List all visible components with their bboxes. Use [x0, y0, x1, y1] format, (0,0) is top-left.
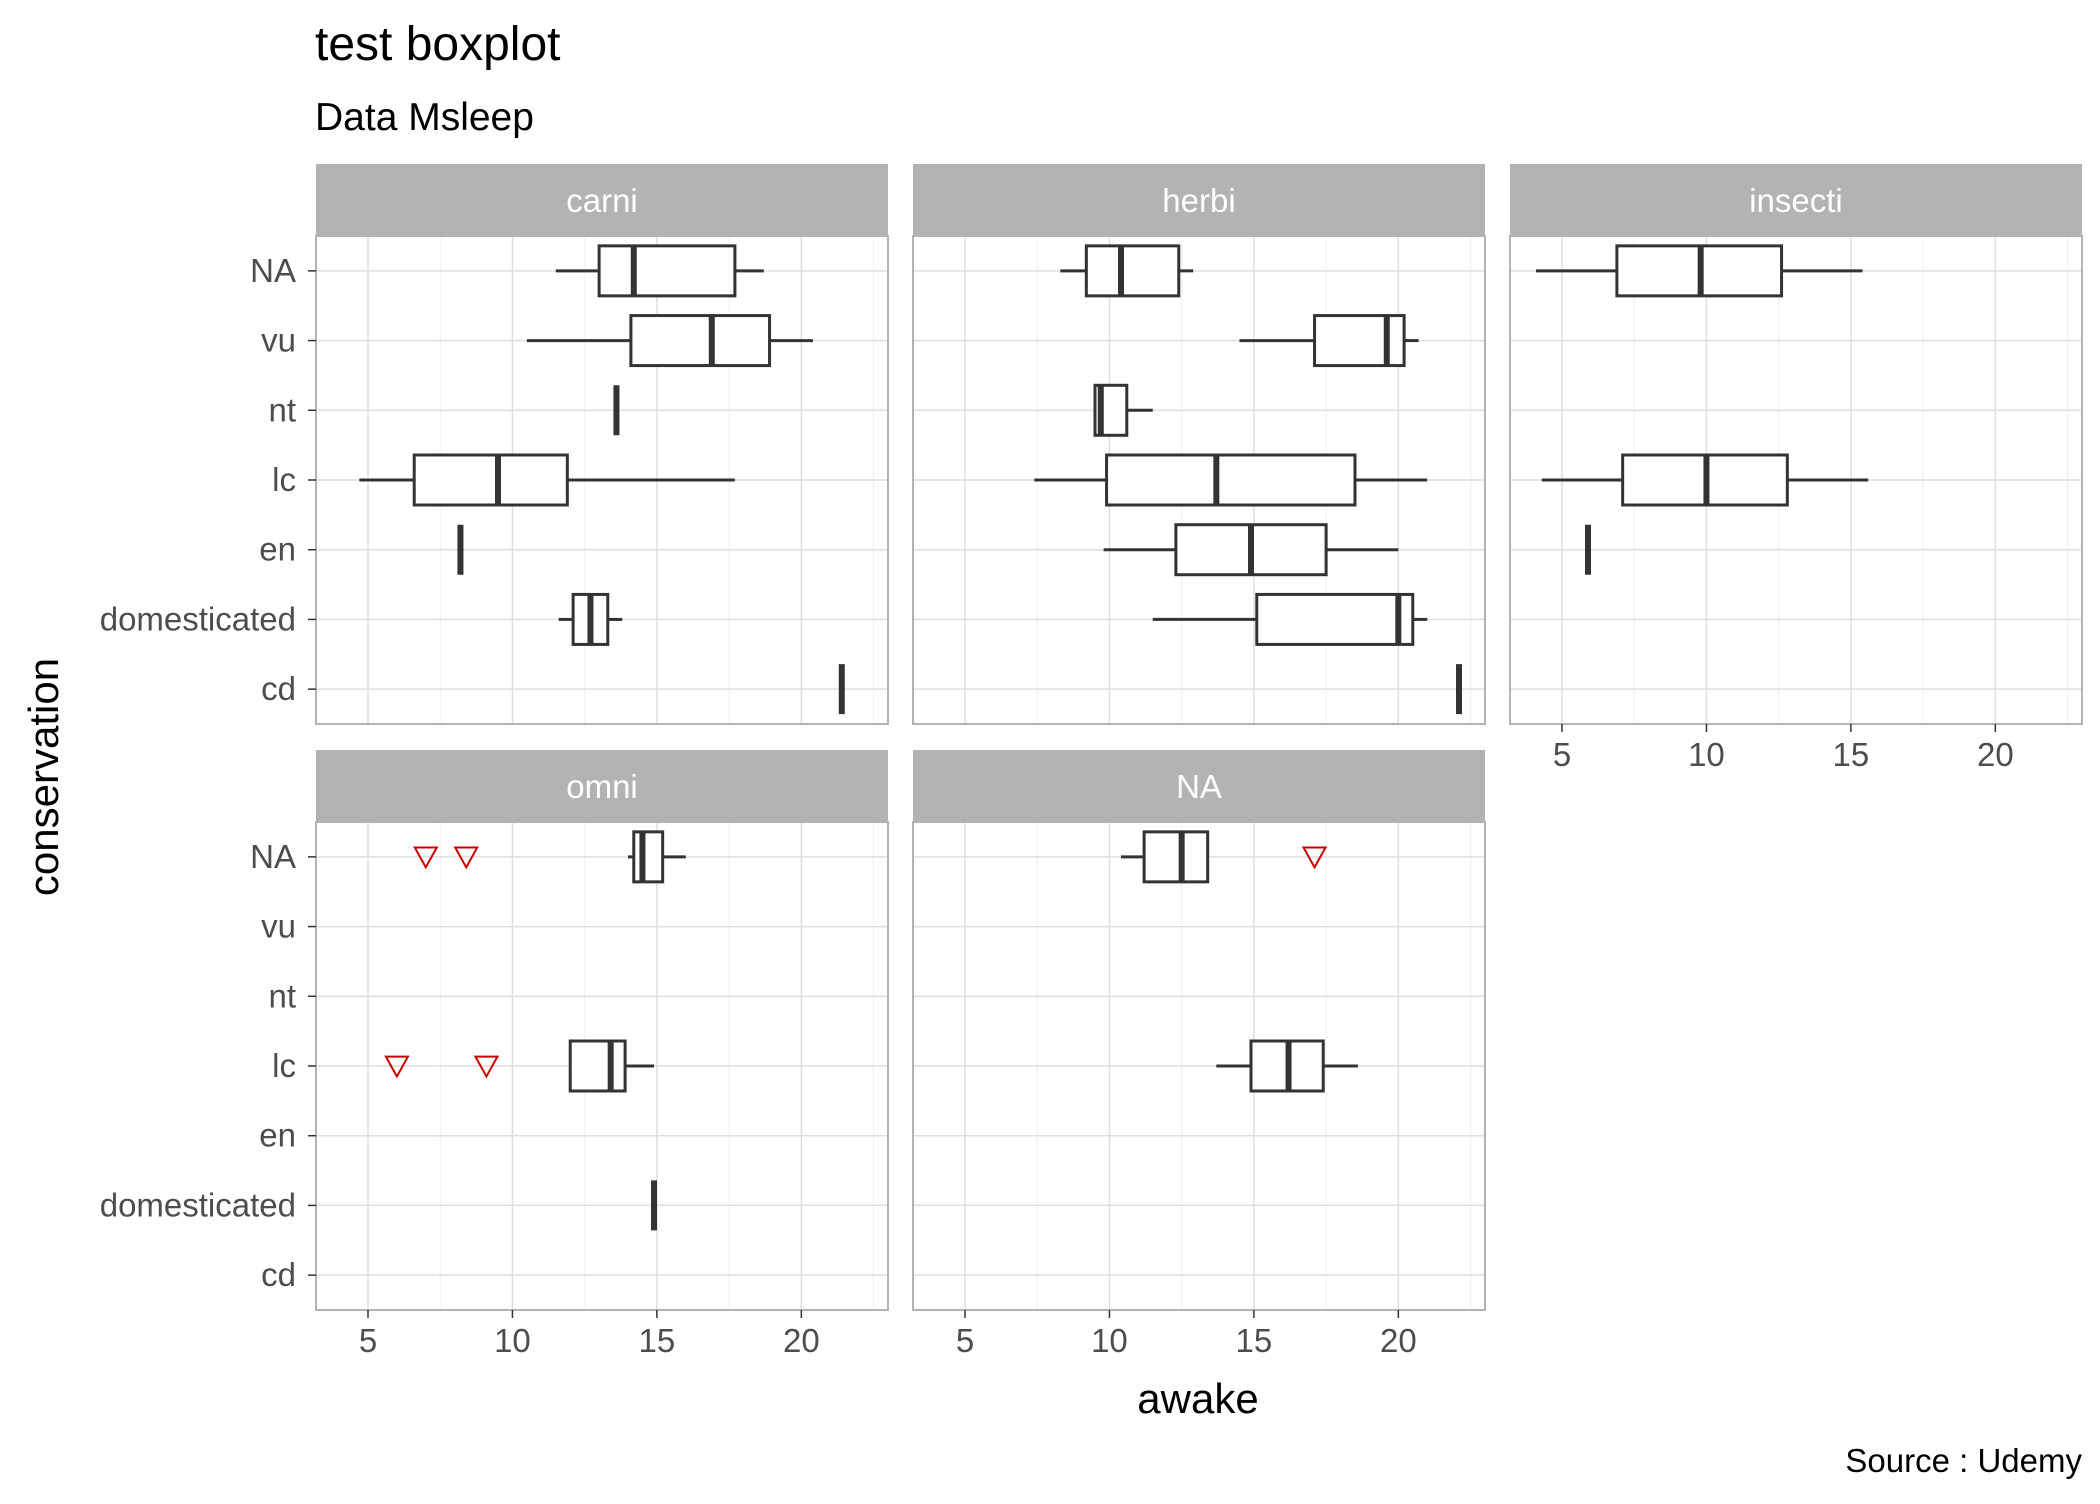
outlier-point — [473, 1055, 500, 1079]
chart-title: test boxplot — [315, 18, 560, 71]
y-tick-label: domesticated — [100, 1186, 296, 1223]
y-tick-label: vu — [261, 908, 296, 945]
box-lc — [1216, 1039, 1358, 1093]
box-lc — [359, 453, 735, 507]
box-domesticated — [1152, 592, 1428, 646]
box-domesticated — [558, 592, 623, 646]
chart-subtitle: Data Msleep — [315, 96, 534, 139]
box-vu — [526, 314, 813, 368]
facet-panel-herbi: herbi — [912, 164, 1486, 725]
box-iqr — [412, 453, 569, 507]
outlier-point — [413, 846, 439, 870]
box-na — [1536, 244, 1863, 298]
outlier-point — [384, 1055, 410, 1079]
facet-strip-label: insecti — [1749, 182, 1843, 219]
x-axis-title: awake — [1137, 1375, 1258, 1422]
y-tick-label: nt — [268, 977, 296, 1014]
panel-border — [912, 235, 1486, 725]
y-tick-label: vu — [261, 322, 296, 359]
x-tick-label: 15 — [639, 1322, 676, 1359]
box-en — [1103, 523, 1399, 577]
facet-strip-label: carni — [566, 182, 638, 219]
box-na — [555, 244, 764, 298]
facet-panel-insecti: insecti 5 10 15 20 — [1509, 164, 2083, 773]
x-tick-label: 15 — [1236, 1322, 1273, 1359]
outlier-point — [453, 846, 479, 870]
box-lc — [568, 1039, 654, 1093]
box-iqr — [629, 314, 772, 368]
facet-panel-carni: carni NA vu nt lc en domesticated cd — [100, 164, 889, 725]
x-tick-label: 10 — [1091, 1322, 1128, 1359]
facet-strip — [316, 164, 888, 236]
box-iqr — [1142, 830, 1210, 884]
box-vu — [1239, 314, 1419, 368]
facet-strip-label: omni — [566, 768, 638, 805]
y-tick-label: en — [259, 1117, 296, 1154]
facet-panel-omni: omni 5 10 15 20 NA vu nt lc en domesticated cd — [100, 750, 889, 1359]
y-tick-label: NA — [250, 252, 296, 289]
box-iqr — [1313, 314, 1406, 368]
facet-strip — [913, 750, 1485, 822]
x-tick-label: 5 — [956, 1322, 974, 1359]
y-axis-title: conservation — [20, 658, 67, 896]
x-tick-label: 5 — [1553, 736, 1571, 773]
facet-panel-na: NA 5 10 15 20 — [912, 750, 1486, 1359]
box-iqr — [632, 830, 665, 884]
x-tick-label: 15 — [1833, 736, 1870, 773]
y-tick-label: NA — [250, 838, 296, 875]
x-tick-label: 20 — [1977, 736, 2014, 773]
outlier-point — [1301, 846, 1328, 870]
y-tick-label: cd — [261, 670, 296, 707]
x-tick-label: 5 — [359, 1322, 377, 1359]
x-tick-label: 10 — [494, 1322, 531, 1359]
facet-strip — [1510, 164, 2082, 236]
y-tick-label: domesticated — [100, 600, 296, 637]
facet-strip — [913, 164, 1485, 236]
facet-strip-label: NA — [1176, 768, 1222, 805]
box-na — [628, 830, 686, 884]
box-iqr — [597, 244, 737, 298]
x-tick-label: 10 — [1688, 736, 1725, 773]
box-iqr — [568, 1039, 627, 1093]
panel-border — [1509, 235, 2083, 725]
box-lc — [1541, 453, 1869, 507]
y-tick-label: lc — [272, 461, 296, 498]
facet-panels: carni NA vu nt lc en domesticated cd herbi insect… — [100, 164, 2083, 1359]
box-nt — [1093, 383, 1153, 437]
panel-border — [912, 821, 1486, 1311]
y-tick-label: en — [259, 531, 296, 568]
box-lc — [1034, 453, 1428, 507]
box-iqr — [1255, 592, 1415, 646]
y-tick-label: lc — [272, 1047, 296, 1084]
chart-caption: Source : Udemy — [1845, 1442, 2082, 1479]
y-tick-label: cd — [261, 1256, 296, 1293]
box-iqr — [1105, 453, 1357, 507]
box-na — [1060, 244, 1194, 298]
x-tick-label: 20 — [1380, 1322, 1417, 1359]
x-tick-label: 20 — [783, 1322, 820, 1359]
facet-strip — [316, 750, 888, 822]
box-na — [1121, 830, 1210, 884]
facet-strip-label: herbi — [1162, 182, 1235, 219]
y-tick-label: nt — [268, 391, 296, 428]
box-iqr — [1084, 244, 1181, 298]
